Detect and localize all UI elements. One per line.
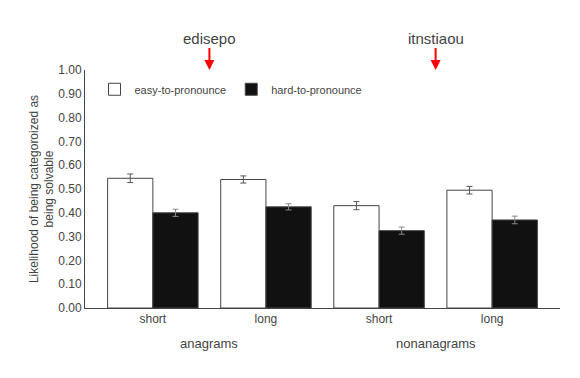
svg-text:0.20: 0.20	[58, 254, 82, 268]
svg-text:0.10: 0.10	[58, 277, 82, 291]
svg-text:nonanagrams: nonanagrams	[396, 336, 476, 351]
svg-text:0.80: 0.80	[58, 111, 82, 125]
svg-text:itnstiaou: itnstiaou	[408, 30, 464, 47]
svg-text:Likelihood of being categoroiz: Likelihood of being categoroized asbeing…	[27, 95, 57, 283]
svg-text:hard-to-pronounce: hard-to-pronounce	[271, 84, 362, 96]
svg-text:easy-to-pronounce: easy-to-pronounce	[135, 84, 227, 96]
svg-text:short: short	[140, 312, 167, 326]
svg-text:0.90: 0.90	[58, 87, 82, 101]
svg-text:0.60: 0.60	[58, 158, 82, 172]
svg-text:0.00: 0.00	[58, 301, 82, 315]
svg-text:edisepo: edisepo	[183, 30, 236, 47]
svg-text:1.00: 1.00	[58, 63, 82, 77]
svg-text:long: long	[255, 312, 278, 326]
svg-text:0.50: 0.50	[58, 182, 82, 196]
svg-text:short: short	[366, 312, 393, 326]
svg-text:0.70: 0.70	[58, 135, 82, 149]
svg-text:long: long	[481, 312, 504, 326]
svg-text:anagrams: anagrams	[180, 336, 238, 351]
svg-text:0.40: 0.40	[58, 206, 82, 220]
svg-text:0.30: 0.30	[58, 230, 82, 244]
